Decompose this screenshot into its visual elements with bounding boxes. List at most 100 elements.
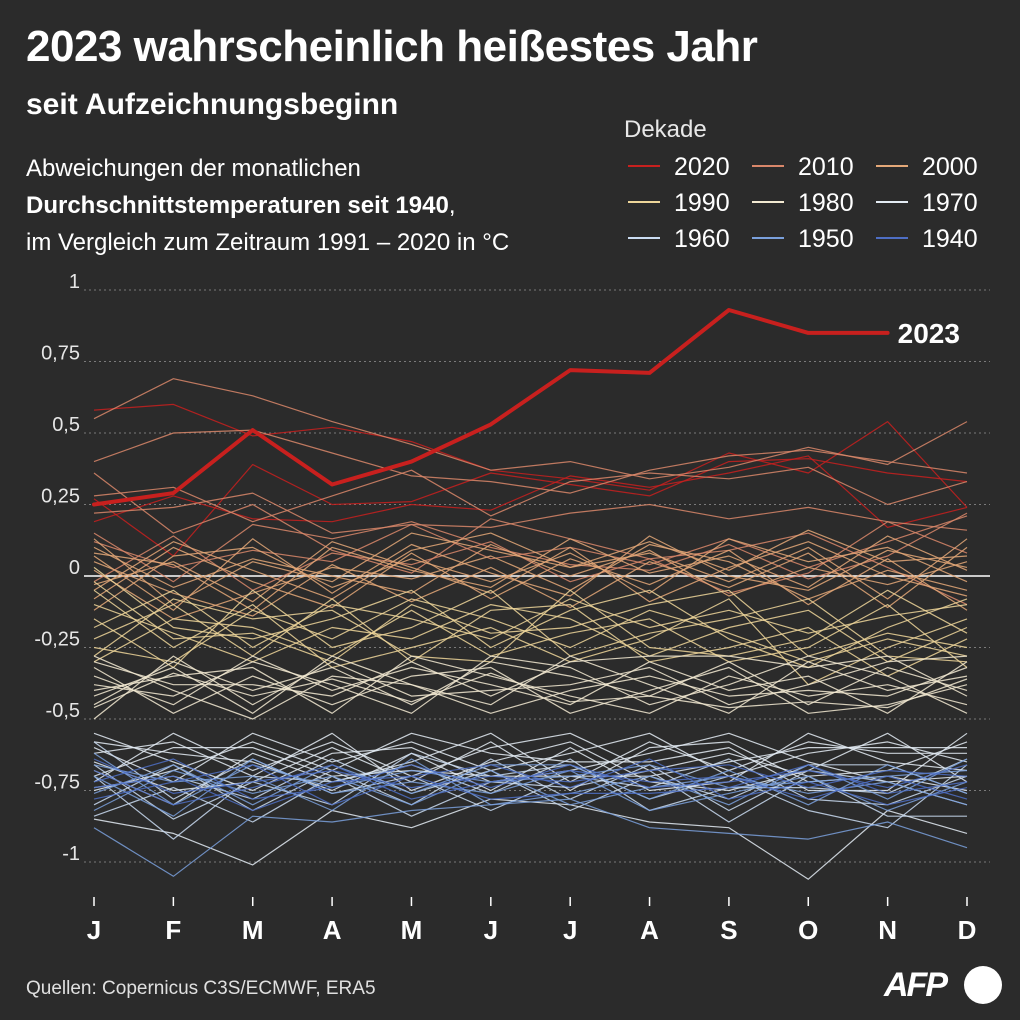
series-line — [93, 758, 968, 795]
series-label-2023: 2023 — [898, 318, 960, 349]
series-line — [93, 589, 968, 669]
series-line — [93, 378, 968, 480]
y-tick-label: 1 — [69, 271, 80, 293]
series-line — [93, 529, 968, 606]
description-line-2: Durchschnittstemperaturen seit 1940, — [26, 187, 509, 224]
series-line — [93, 732, 968, 783]
source-note: Quellen: Copernicus C3S/ECMWF, ERA5 — [26, 978, 376, 999]
x-tick-label: J — [484, 915, 498, 945]
series-line — [93, 566, 968, 669]
description-line-2-rest: , — [448, 192, 456, 219]
series-line — [93, 543, 968, 620]
highlight-series: 2023 — [92, 308, 960, 507]
legend-label-2010: 2010 — [798, 153, 854, 181]
series-line — [93, 666, 968, 714]
y-tick-label: 0 — [69, 557, 80, 579]
series-line — [93, 764, 968, 812]
series-line — [93, 458, 968, 557]
legend-label-1990: 1990 — [674, 189, 730, 217]
series-line — [93, 492, 968, 534]
series-line — [93, 538, 968, 611]
series-line — [93, 512, 968, 583]
legend-label-1960: 1960 — [674, 225, 730, 253]
series-line — [93, 589, 968, 686]
series-lines — [93, 378, 968, 880]
series-line — [93, 798, 968, 877]
chart-title: 2023 wahrscheinlich heißestes Jahr — [26, 22, 758, 71]
x-tick-label: N — [878, 915, 897, 945]
x-tick-label: S — [720, 915, 737, 945]
y-tick-label: 0,5 — [52, 414, 80, 436]
series-line — [93, 589, 968, 663]
x-tick-label: O — [798, 915, 818, 945]
series-line — [93, 732, 968, 783]
x-tick-label: J — [563, 915, 577, 945]
series-line — [93, 546, 968, 611]
legend-label-2000: 2000 — [922, 153, 978, 181]
series-line — [93, 769, 968, 812]
series-line — [93, 581, 968, 663]
series-line — [93, 541, 968, 603]
series-line — [93, 732, 968, 792]
series-line — [93, 758, 968, 817]
series-line — [93, 764, 968, 806]
y-tick-label: 0,25 — [41, 486, 80, 508]
series-line — [93, 764, 968, 806]
grid: 1 0,75 0,5 0,25 0 -0,25 -0,5 -0,75 -1 — [34, 271, 990, 865]
series-line — [93, 655, 968, 714]
chart-subtitle: seit Aufzeichnungsbeginn — [26, 88, 399, 121]
y-tick-label: 0,75 — [41, 343, 80, 365]
series-line — [93, 598, 968, 677]
series-line — [93, 741, 968, 812]
series-line — [93, 532, 968, 600]
description-line-2-bold: Durchschnittstemperaturen seit 1940 — [26, 192, 449, 219]
series-line — [93, 752, 968, 829]
x-tick-label: M — [401, 915, 423, 945]
series-line — [93, 546, 968, 617]
series-line — [93, 672, 968, 709]
legend-label-1950: 1950 — [798, 225, 854, 253]
x-tick-label: J — [87, 915, 101, 945]
series-line — [93, 403, 968, 508]
series-line — [93, 472, 968, 594]
series-line — [93, 655, 968, 720]
legend: 2020 2010 2000 1990 1980 1970 1960 1950 1940 — [628, 153, 978, 253]
x-tick-label: A — [323, 915, 342, 945]
series-line — [93, 655, 968, 714]
legend-title: Dekade — [624, 116, 707, 143]
legend-label-2020: 2020 — [674, 153, 730, 181]
legend-label-1940: 1940 — [922, 225, 978, 253]
afp-logo-dot — [964, 966, 1002, 1004]
series-line — [93, 732, 968, 792]
series-line — [93, 535, 968, 611]
series-line — [93, 515, 968, 569]
description-line-1: Abweichungen der monatlichen — [26, 155, 361, 182]
series-line — [93, 603, 968, 668]
series-line-2023 — [92, 308, 890, 507]
series-line — [93, 429, 968, 494]
legend-label-1980: 1980 — [798, 189, 854, 217]
series-line — [93, 603, 968, 663]
series-line — [93, 598, 968, 663]
y-tick-label: -1 — [62, 843, 80, 865]
series-line — [93, 758, 968, 812]
afp-logo-text: AFP — [884, 966, 948, 1004]
x-tick-label: A — [640, 915, 659, 945]
series-line — [93, 455, 968, 529]
y-tick-label: -0,5 — [46, 700, 80, 722]
series-line — [93, 543, 968, 597]
y-tick-label: -0,75 — [34, 772, 80, 794]
x-tick-label: D — [958, 915, 977, 945]
series-line — [93, 655, 968, 714]
series-line — [93, 758, 968, 812]
series-line — [93, 661, 968, 706]
afp-logo: AFP — [884, 964, 1004, 1006]
chart-description: Abweichungen der monatlichen Durchschnit… — [26, 150, 509, 261]
series-line — [93, 655, 968, 697]
series-line — [93, 798, 968, 880]
y-tick-label: -0,25 — [34, 629, 80, 651]
series-line — [93, 466, 968, 523]
description-line-3: im Vergleich zum Zeitraum 1991 – 2020 in… — [26, 229, 510, 256]
x-tick-label: F — [165, 915, 181, 945]
